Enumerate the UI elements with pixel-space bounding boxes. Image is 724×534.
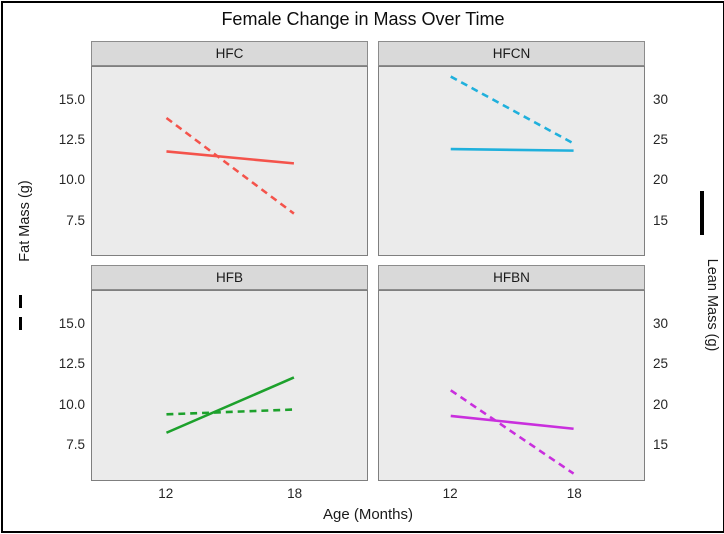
y-left-tick-label: 15.0 <box>58 91 85 107</box>
y-right-tick-label: 30 <box>653 91 669 107</box>
y-left-tick-label: 10.0 <box>58 396 85 412</box>
facet-panel-hfb <box>91 290 368 481</box>
y-right-tick-label: 15 <box>653 437 669 453</box>
y-left-tick-label: 15.0 <box>58 315 85 331</box>
facet-panel-hfc <box>91 66 368 256</box>
y-right-tick-label: 20 <box>653 172 669 188</box>
lean-mass-solid-legend-glyph <box>700 191 704 235</box>
facet-strip-hfcn: HFCN <box>378 41 645 66</box>
y-right-tick-label: 25 <box>653 132 669 148</box>
line-hfbn-solid <box>450 414 574 431</box>
facet-lines-hfc <box>165 116 295 215</box>
x-tick-label: 12 <box>442 486 458 501</box>
y-right-tick-label: 15 <box>653 212 669 228</box>
line-hfcn-solid <box>450 147 574 152</box>
line-hfcn-dashed <box>450 75 575 145</box>
line-hfb-dashed <box>166 408 294 416</box>
y-left-tick-label: 12.5 <box>58 356 85 372</box>
y-right-tick-label: 20 <box>653 396 669 412</box>
x-tick-label: 12 <box>158 486 174 501</box>
left-axis-title: Fat Mass (g) <box>17 180 33 262</box>
line-hfc-solid <box>166 150 295 165</box>
facet-panel-hfbn <box>378 290 645 481</box>
facet-lines-hfb <box>165 376 295 434</box>
facet-panel-hfcn <box>378 66 645 256</box>
x-tick-label: 18 <box>287 486 303 501</box>
facet-lines-hfbn <box>450 389 575 475</box>
y-left-tick-label: 12.5 <box>58 132 85 148</box>
facet-strip-hfbn: HFBN <box>378 265 645 290</box>
x-axis-title: Age (Months) <box>322 506 414 523</box>
y-right-tick-label: 25 <box>653 356 669 372</box>
y-right-tick-label: 30 <box>653 315 669 331</box>
facet-lines-hfcn <box>450 75 575 152</box>
y-left-tick-label: 10.0 <box>58 172 85 188</box>
x-tick-label: 18 <box>566 486 582 501</box>
line-hfbn-dashed <box>450 389 575 475</box>
y-left-tick-label: 7.5 <box>66 437 85 453</box>
line-hfc-dashed <box>165 116 295 215</box>
fat-mass-dashed-legend-glyph <box>19 295 22 334</box>
y-left-tick-label: 7.5 <box>66 212 85 228</box>
line-hfb-solid <box>165 376 295 434</box>
chart-title: Female Change in Mass Over Time <box>221 9 505 29</box>
right-axis-title: Lean Mass (g) <box>704 258 720 352</box>
facet-strip-hfc: HFC <box>91 41 368 66</box>
facet-strip-hfb: HFB <box>91 265 368 290</box>
